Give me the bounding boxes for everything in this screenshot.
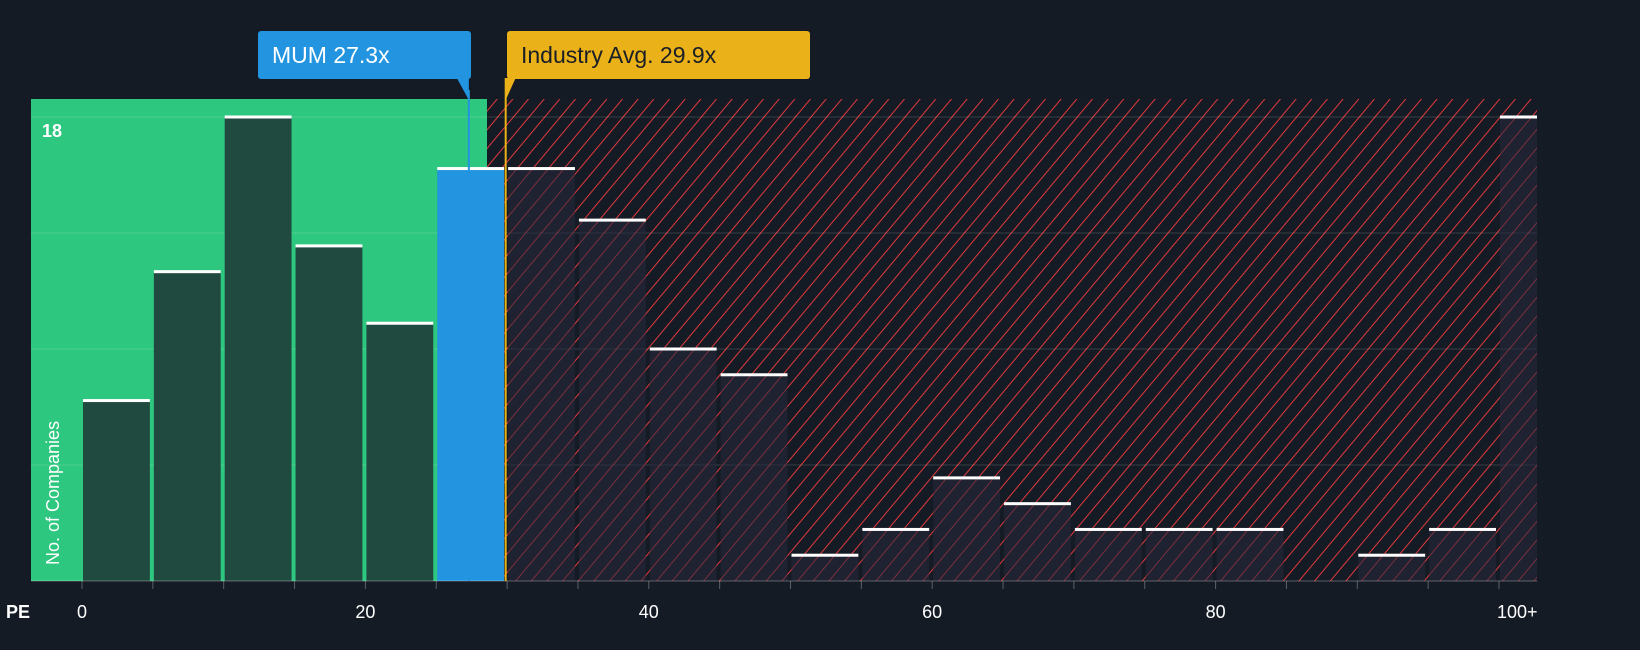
bar-30-35 — [508, 168, 575, 582]
bar-20-25 — [366, 323, 434, 581]
x-tick-label: 100+ — [1497, 602, 1538, 622]
bar-95-100 — [1429, 529, 1496, 581]
bar-cap — [366, 321, 434, 325]
bar-45-50 — [720, 374, 788, 581]
bar-50-55 — [791, 555, 859, 581]
x-tick-label: 60 — [922, 602, 942, 622]
bar-35-40 — [578, 220, 646, 581]
x-tick-label: 20 — [355, 602, 375, 622]
bar-25-30 — [437, 168, 505, 582]
x-axis-title: PE — [6, 602, 30, 622]
bar-90-95 — [1358, 555, 1426, 581]
bar-cap — [1004, 502, 1071, 506]
bar-55-60 — [862, 529, 930, 581]
bar-cap — [649, 347, 717, 351]
bar-cap — [1429, 527, 1496, 531]
bar-cap — [720, 373, 788, 377]
mum-label-pointer — [456, 78, 469, 100]
bar-80-85 — [1216, 529, 1284, 581]
mum-pe-label: MUM 27.3x — [258, 31, 471, 79]
bar-15-20 — [295, 245, 363, 581]
bar-75-80 — [1145, 529, 1213, 581]
bar-cap — [224, 115, 292, 119]
x-tick-label: 0 — [77, 602, 87, 622]
bar-cap — [1216, 527, 1284, 531]
bar-cap — [862, 527, 930, 531]
bar-cap — [83, 399, 150, 403]
x-tick-label: 40 — [639, 602, 659, 622]
bar-cap — [791, 553, 859, 557]
industry-avg-label: Industry Avg. 29.9x — [507, 31, 810, 79]
bar-5-10 — [153, 271, 221, 581]
bar-10-15 — [224, 117, 292, 581]
bar-cap — [153, 270, 221, 274]
bar-cap — [1358, 553, 1426, 557]
y-axis-title: No. of Companies — [43, 421, 63, 565]
y-tick-label: 18 — [42, 121, 62, 141]
industry-label-pointer — [505, 78, 516, 100]
bar-65-70 — [1004, 503, 1071, 581]
bar-cap — [295, 244, 363, 248]
bar-cap — [578, 218, 646, 222]
bar-cap — [437, 167, 505, 171]
bar-cap — [1145, 527, 1213, 531]
bar-0-5 — [83, 400, 150, 581]
bar-70-75 — [1074, 529, 1142, 581]
x-tick-label: 80 — [1206, 602, 1226, 622]
bar-40-45 — [649, 349, 717, 581]
bar-cap — [508, 167, 575, 171]
bar-60-65 — [933, 477, 1001, 581]
bar-100+ — [1500, 117, 1537, 581]
bar-cap — [1074, 527, 1142, 531]
bar-cap — [933, 476, 1001, 480]
bar-cap — [1500, 115, 1537, 119]
